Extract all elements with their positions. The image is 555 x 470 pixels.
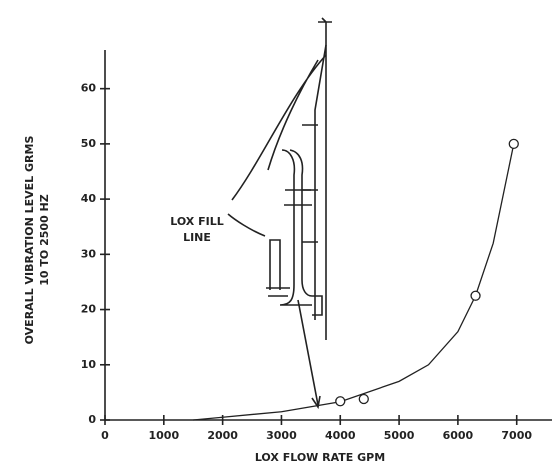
x-tick-label: 1000 [149, 429, 180, 442]
x-tick-label: 5000 [384, 429, 415, 442]
data-point [336, 397, 345, 406]
x-tick-label: 7000 [501, 429, 532, 442]
y-tick-label: 40 [81, 192, 97, 205]
support-panel [232, 45, 326, 320]
lox-fill-line-diagram [228, 18, 332, 407]
data-point [359, 395, 368, 404]
y-tick-label: 20 [81, 303, 97, 316]
y-tick-label: 60 [81, 82, 97, 95]
x-tick-label: 6000 [443, 429, 474, 442]
annotation: LINE [183, 231, 211, 244]
y-axis-label: OVERALL VIBRATION LEVEL GRMS [23, 136, 36, 345]
support-pole [318, 18, 332, 340]
leader-line [228, 214, 265, 236]
y-tick-label: 30 [81, 247, 97, 260]
x-tick-label: 4000 [325, 429, 356, 442]
annotation: LOX FILL [170, 215, 224, 228]
data-point [509, 139, 518, 148]
x-tick-label: 0 [101, 429, 109, 442]
pipe [266, 150, 322, 315]
x-axis-label: LOX FLOW RATE GPM [255, 451, 385, 464]
arrow [298, 300, 320, 407]
data-point [471, 291, 480, 300]
y-axis-sublabel: 10 TO 2500 HZ [38, 194, 51, 285]
chart: OVERALL VIBRATION LEVEL GRMS 10 TO 2500 … [0, 0, 555, 470]
y-tick-label: 0 [88, 413, 96, 426]
x-tick-label: 2000 [207, 429, 238, 442]
x-tick-label: 3000 [266, 429, 297, 442]
y-tick-label: 10 [81, 358, 97, 371]
y-tick-label: 50 [81, 137, 97, 150]
